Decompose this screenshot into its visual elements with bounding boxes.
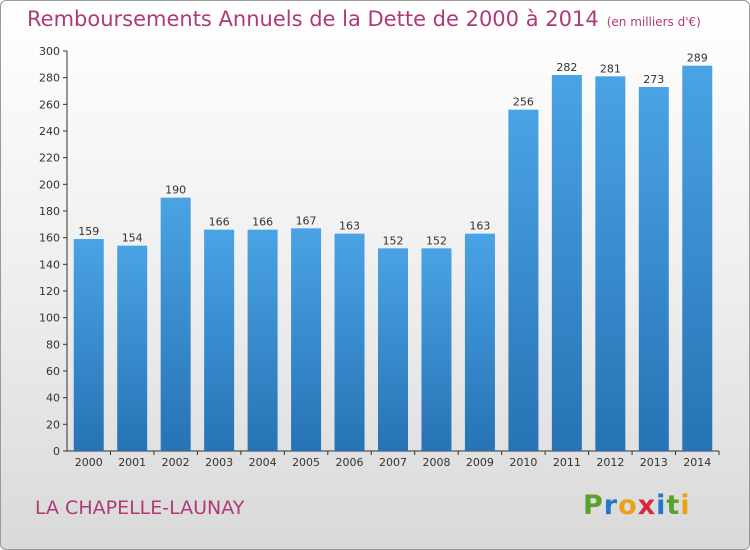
x-tick-label: 2004 [249, 456, 277, 469]
value-label-2006: 163 [339, 220, 360, 233]
x-tick-label: 2014 [683, 456, 711, 469]
x-tick-label: 2003 [205, 456, 233, 469]
y-tick-label: 20 [46, 418, 60, 431]
y-tick-label: 40 [46, 392, 60, 405]
x-tick-label: 2013 [640, 456, 668, 469]
bar-2005 [291, 228, 322, 451]
bar-2000 [73, 239, 104, 451]
x-tick-label: 2008 [422, 456, 450, 469]
logo-letter: t [666, 490, 681, 521]
chart-title: Remboursements Annuels de la Dette de 20… [27, 7, 701, 31]
chart-unit-note: (en milliers d'€) [606, 15, 701, 29]
y-tick-label: 100 [39, 312, 60, 325]
value-label-2009: 163 [469, 220, 490, 233]
y-tick-label: 220 [39, 152, 60, 165]
y-tick-label: 280 [39, 72, 60, 85]
bar-2008 [421, 248, 452, 451]
axes: 0 20 40 60 80 100 120 140 160 180 200 220 240 260 280 3… [39, 45, 720, 469]
value-label-2007: 152 [383, 234, 404, 247]
value-label-2001: 154 [122, 232, 143, 245]
bar-2006 [334, 233, 365, 451]
x-tick-label: 2000 [75, 456, 103, 469]
y-tick-label: 120 [39, 285, 60, 298]
bar-2012 [595, 76, 626, 451]
value-label-2002: 190 [165, 184, 186, 197]
y-tick-label: 60 [46, 365, 60, 378]
x-tick-label: 2006 [336, 456, 364, 469]
x-tick-label: 2001 [118, 456, 146, 469]
y-tick-label: 180 [39, 205, 60, 218]
y-tick-label: 200 [39, 178, 60, 191]
value-label-2010: 256 [513, 96, 534, 109]
bar-2003 [204, 229, 235, 451]
bar-2009 [464, 233, 495, 451]
y-tick-label: 80 [46, 338, 60, 351]
value-label-2003: 166 [209, 216, 230, 229]
logo-letter: o [618, 490, 638, 521]
value-label-2005: 167 [296, 214, 317, 227]
bar-2011 [551, 75, 582, 451]
value-label-2004: 166 [252, 216, 273, 229]
x-tick-label: 2010 [509, 456, 537, 469]
value-label-2014: 289 [687, 52, 708, 65]
bar-2010 [508, 109, 539, 452]
bar-2002 [160, 197, 191, 451]
value-label-2008: 152 [426, 234, 447, 247]
y-tick-label: 260 [39, 98, 60, 111]
chart-title-text: Remboursements Annuels de la Dette de 20… [27, 7, 599, 31]
x-tick-label: 2005 [292, 456, 320, 469]
bar-2004 [247, 229, 278, 451]
x-tick-label: 2012 [596, 456, 624, 469]
x-tick-label: 2002 [162, 456, 190, 469]
logo-letter: P [583, 490, 604, 521]
bars [73, 65, 713, 452]
y-tick-label: 240 [39, 125, 60, 138]
bar-2007 [378, 248, 408, 451]
proxiti-logo: Proxiti [583, 490, 691, 521]
value-label-2011: 282 [556, 61, 577, 74]
bar-2014 [682, 65, 713, 452]
value-label-2012: 281 [600, 62, 621, 75]
value-label-2000: 159 [78, 225, 99, 238]
y-tick-label: 300 [39, 45, 60, 58]
logo-letter: r [603, 490, 619, 521]
value-label-2013: 273 [643, 73, 664, 86]
x-tick-label: 2009 [466, 456, 494, 469]
y-tick-label: 160 [39, 232, 60, 245]
value-labels: 159 154 190 166 166 167 163 152 152 163 256 282 281 2… [78, 52, 708, 248]
logo-letter: x [637, 490, 657, 521]
logo-letter: i [656, 490, 667, 521]
x-tick-label: 2007 [379, 456, 407, 469]
town-name: LA CHAPELLE-LAUNAY [35, 497, 245, 519]
bar-2001 [117, 245, 148, 451]
x-tick-label: 2011 [553, 456, 581, 469]
bar-2013 [638, 87, 669, 451]
y-tick-label: 0 [53, 445, 60, 458]
y-tick-label: 140 [39, 258, 60, 271]
logo-letter: i [680, 490, 691, 521]
